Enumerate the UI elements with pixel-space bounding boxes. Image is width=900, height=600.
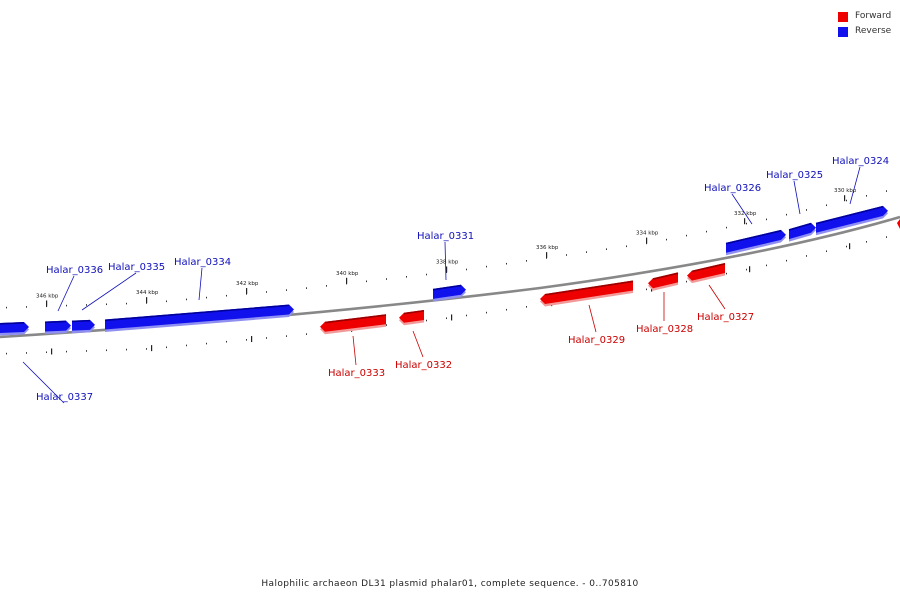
- legend-label-forward: Forward: [855, 11, 892, 21]
- scale-label: 346 kbp: [36, 293, 59, 299]
- label-leader-line: [588, 304, 597, 333]
- gene-label-halar-0324[interactable]: Halar_0324: [832, 156, 889, 167]
- gene-label-halar-0326[interactable]: Halar_0326: [704, 183, 761, 194]
- scale-label: 330 kbp: [834, 188, 857, 194]
- gene-halar-0326[interactable]: [725, 229, 786, 256]
- gene-features: [0, 205, 900, 336]
- label-leader-line: [81, 272, 137, 311]
- gene-label-halar-0333[interactable]: Halar_0333: [328, 368, 385, 379]
- forward-swatch: [838, 11, 848, 22]
- label-leader-line: [849, 166, 861, 205]
- gene-halar-0333[interactable]: [320, 314, 387, 335]
- label-leader-line: [57, 275, 75, 312]
- scale-label: 336 kbp: [536, 245, 559, 251]
- scale-label: 342 kbp: [236, 281, 259, 287]
- label-leader-line: [731, 193, 753, 225]
- gene-label-halar-0334[interactable]: Halar_0334: [174, 257, 231, 268]
- gene-halar-0325[interactable]: [788, 222, 816, 242]
- gene-label-halar-0325[interactable]: Halar_0325: [766, 170, 823, 181]
- gene-halar-0332[interactable]: [399, 309, 425, 326]
- gene-partial-edge: [897, 219, 900, 229]
- gene-labels: Halar_0324 Halar_0325 Halar_0326 Halar_0327…: [22, 156, 889, 404]
- label-leader-line: [22, 361, 65, 404]
- gene-label-halar-0329[interactable]: Halar_0329: [568, 335, 625, 346]
- reverse-swatch: [838, 26, 848, 37]
- gene-halar-0335[interactable]: [71, 319, 95, 334]
- label-leader-line: [444, 241, 447, 281]
- gene-halar-0337[interactable]: [0, 322, 29, 336]
- gene-label-halar-0337[interactable]: Halar_0337: [36, 392, 93, 403]
- scale-label: 334 kbp: [636, 231, 659, 237]
- scale-label: 338 kbp: [436, 259, 459, 265]
- gene-halar-0336[interactable]: [44, 320, 71, 334]
- label-leader-line: [412, 330, 424, 358]
- gene-halar-0328[interactable]: [648, 272, 679, 291]
- gene-label-halar-0335[interactable]: Halar_0335: [108, 262, 165, 273]
- label-leader-line: [198, 267, 203, 301]
- legend-label-reverse: Reverse: [855, 26, 892, 36]
- gene-label-halar-0331[interactable]: Halar_0331: [417, 231, 474, 242]
- label-leader-line: [793, 180, 801, 215]
- label-leader-line: [708, 284, 726, 310]
- gene-label-halar-0327[interactable]: Halar_0327: [697, 312, 754, 323]
- gene-label-halar-0328[interactable]: Halar_0328: [636, 324, 693, 335]
- legend-item-forward: Forward: [838, 9, 891, 24]
- gene-label-halar-0336[interactable]: Halar_0336: [46, 265, 103, 276]
- gene-halar-0334[interactable]: [104, 304, 294, 332]
- legend: Forward Reverse: [838, 9, 891, 39]
- gene-halar-0331[interactable]: [432, 284, 466, 302]
- gene-halar-0329[interactable]: [540, 280, 634, 307]
- sequence-caption: Halophilic archaeon DL31 plasmid phalar0…: [261, 579, 639, 589]
- scale-label: 340 kbp: [336, 271, 359, 277]
- label-leader-line: [352, 335, 357, 366]
- gene-label-halar-0332[interactable]: Halar_0332: [395, 360, 452, 371]
- scale-label: 344 kbp: [136, 290, 159, 296]
- gene-halar-0327[interactable]: [687, 263, 726, 284]
- gene-halar-0324[interactable]: [815, 205, 888, 236]
- legend-item-reverse: Reverse: [838, 24, 891, 39]
